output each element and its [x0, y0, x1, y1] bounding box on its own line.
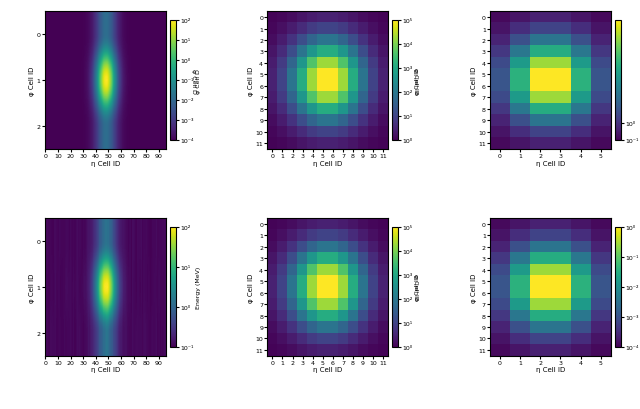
Text: φ Cell ID: φ Cell ID	[413, 67, 419, 94]
Y-axis label: φ Cell ID: φ Cell ID	[470, 66, 477, 96]
Y-axis label: φ Cell ID: φ Cell ID	[248, 272, 254, 302]
X-axis label: η Cell ID: η Cell ID	[536, 160, 565, 166]
X-axis label: η Cell ID: η Cell ID	[313, 366, 342, 372]
X-axis label: η Cell ID: η Cell ID	[313, 160, 342, 166]
Y-axis label: φ Cell D: φ Cell D	[196, 69, 201, 93]
X-axis label: η Cell ID: η Cell ID	[536, 366, 565, 372]
Y-axis label: Energy (MeV): Energy (MeV)	[196, 266, 201, 308]
Text: φ Cell ID: φ Cell ID	[413, 274, 419, 301]
Text: φ Cell D: φ Cell D	[191, 69, 196, 93]
Y-axis label: φ Cell ID: φ Cell ID	[470, 272, 477, 302]
X-axis label: η Cell ID: η Cell ID	[91, 160, 120, 166]
X-axis label: η Cell ID: η Cell ID	[91, 366, 120, 372]
Y-axis label: φ Cell ID: φ Cell ID	[415, 67, 420, 94]
Y-axis label: φ Cell ID: φ Cell ID	[415, 274, 420, 301]
Y-axis label: φ Cell ID: φ Cell ID	[29, 272, 35, 302]
Y-axis label: φ Cell ID: φ Cell ID	[248, 66, 254, 96]
Y-axis label: φ Cell ID: φ Cell ID	[29, 66, 35, 96]
